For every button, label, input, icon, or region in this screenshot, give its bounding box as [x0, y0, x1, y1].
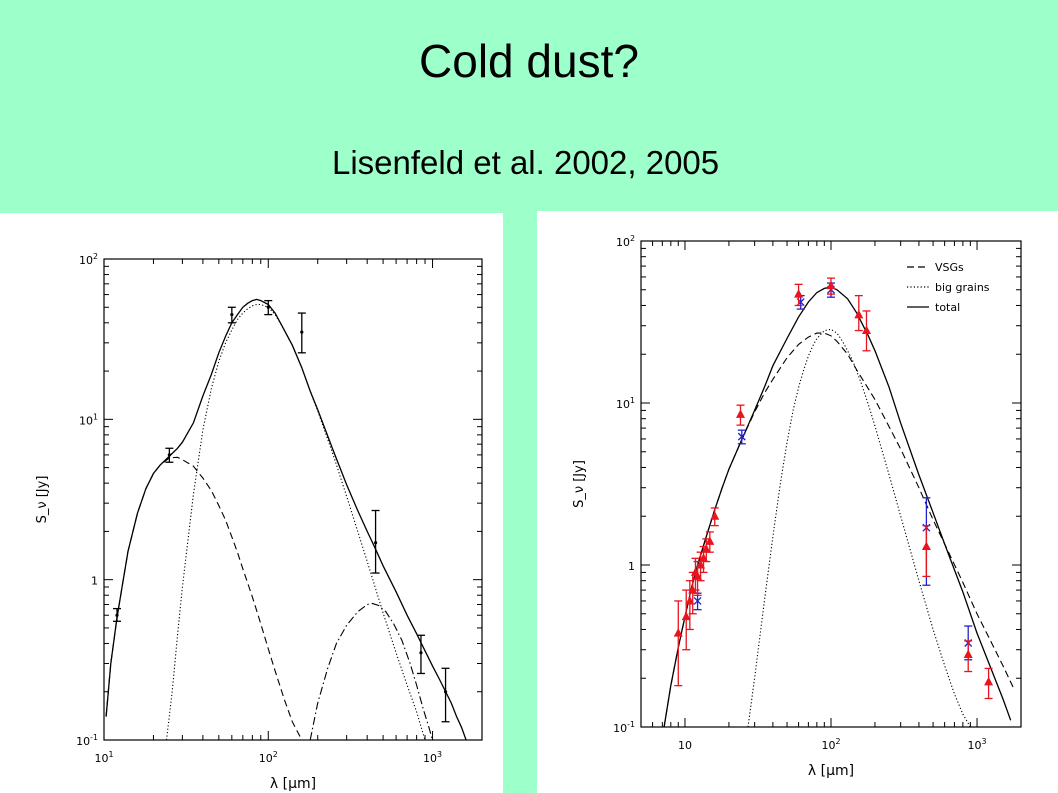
triangle-marker: [854, 309, 864, 319]
triangle-marker: [688, 585, 698, 594]
y-tick-label: 10-1: [76, 733, 98, 748]
series-solid-line: [663, 286, 1012, 727]
series-dash-dot-line: [309, 602, 434, 740]
y-tick-label: 1: [628, 560, 635, 573]
triangle-marker: [826, 280, 836, 290]
y-axis-label: S_ν [Jy]: [572, 460, 587, 508]
triangle-marker: [681, 611, 691, 621]
dot-marker: [230, 313, 234, 317]
y-tick-label: 102: [79, 252, 98, 267]
plot-frame: [103, 258, 483, 741]
plot-frame: [640, 240, 1022, 728]
blue-data-point: [737, 429, 746, 445]
slide-subtitle: Lisenfeld et al. 2002, 2005: [332, 144, 720, 181]
red-data-point: [826, 277, 836, 295]
red-data-point: [735, 404, 745, 426]
y-tick-label: 101: [79, 412, 98, 427]
y-axis-label: S_ν [Jy]: [35, 476, 50, 524]
series-solid-line: [105, 298, 467, 740]
dot-marker: [115, 613, 119, 617]
right-sed-chart: VSGs big grains total 10 102 103 10-1 1 101 102 λ…: [572, 234, 1022, 779]
x-tick-label: 10: [678, 739, 692, 752]
x-axis-label: λ [μm]: [270, 776, 316, 792]
slide-title: Cold dust?: [419, 35, 639, 87]
red-data-point: [984, 667, 994, 700]
data-point: [441, 667, 450, 723]
dot-marker: [300, 330, 304, 334]
triangle-marker: [963, 649, 973, 659]
series-dashed-line: [663, 332, 1015, 727]
triangle-marker: [693, 571, 703, 580]
red-data-point: [921, 524, 931, 578]
red-data-point: [854, 294, 864, 332]
left-sed-chart: 101 102 103 10-1 1 101 102 λ [μm] S_ν [Jy]: [35, 252, 483, 792]
red-data-point: [861, 310, 871, 352]
x-tick-label: 102: [259, 750, 278, 765]
triangle-marker: [794, 289, 804, 298]
left-sed-plot-panel: 101 102 103 10-1 1 101 102 λ [μm] S_ν [Jy]: [0, 213, 503, 793]
dot-marker: [167, 453, 171, 457]
triangle-marker: [673, 628, 683, 637]
dot-marker: [373, 541, 378, 545]
legend-label: VSGs: [935, 261, 964, 274]
x-tick-label: 102: [821, 737, 840, 752]
right-sed-plot-panel: VSGs big grains total 10 102 103 10-1 1 101 102 λ…: [537, 211, 1058, 793]
dot-marker: [266, 305, 270, 309]
x-tick-label: 101: [94, 750, 113, 765]
series-dashed-line: [105, 456, 311, 740]
triangle-marker: [696, 560, 706, 569]
blue-data-point: [796, 294, 805, 310]
triangle-marker: [861, 325, 871, 335]
y-tick-label: 101: [616, 396, 635, 411]
data-point: [227, 306, 236, 324]
dot-marker: [419, 651, 423, 655]
x-tick-label: 103: [968, 737, 987, 752]
red-data-point: [705, 531, 715, 553]
series-dotted-line: [747, 328, 972, 727]
legend-label: big grains: [935, 281, 990, 294]
data-point: [165, 447, 174, 463]
y-tick-label: 1: [91, 575, 98, 588]
data-point: [264, 299, 273, 316]
red-data-point: [673, 600, 683, 687]
data-point: [416, 634, 425, 675]
x-tick-label: 103: [423, 750, 442, 765]
legend-label: total: [935, 301, 960, 314]
data-point: [371, 509, 380, 574]
red-data-point: [681, 589, 691, 651]
y-tick-label: 102: [616, 234, 635, 249]
cross-marker: [693, 596, 702, 605]
triangle-marker: [984, 676, 994, 686]
red-data-point: [710, 507, 720, 527]
red-data-point: [794, 283, 804, 307]
y-tick-label: 10-1: [613, 720, 635, 735]
triangle-marker: [701, 544, 711, 553]
x-axis-label: λ [μm]: [808, 763, 854, 779]
data-point: [297, 312, 306, 354]
triangle-marker: [710, 511, 720, 520]
cross-marker: [737, 432, 746, 441]
triangle-marker: [735, 409, 745, 418]
series-dotted-line: [165, 303, 426, 740]
data-point: [113, 607, 122, 622]
triangle-marker: [705, 536, 715, 545]
triangle-marker: [921, 541, 931, 551]
dot-marker: [443, 690, 448, 694]
red-data-point: [963, 640, 973, 673]
